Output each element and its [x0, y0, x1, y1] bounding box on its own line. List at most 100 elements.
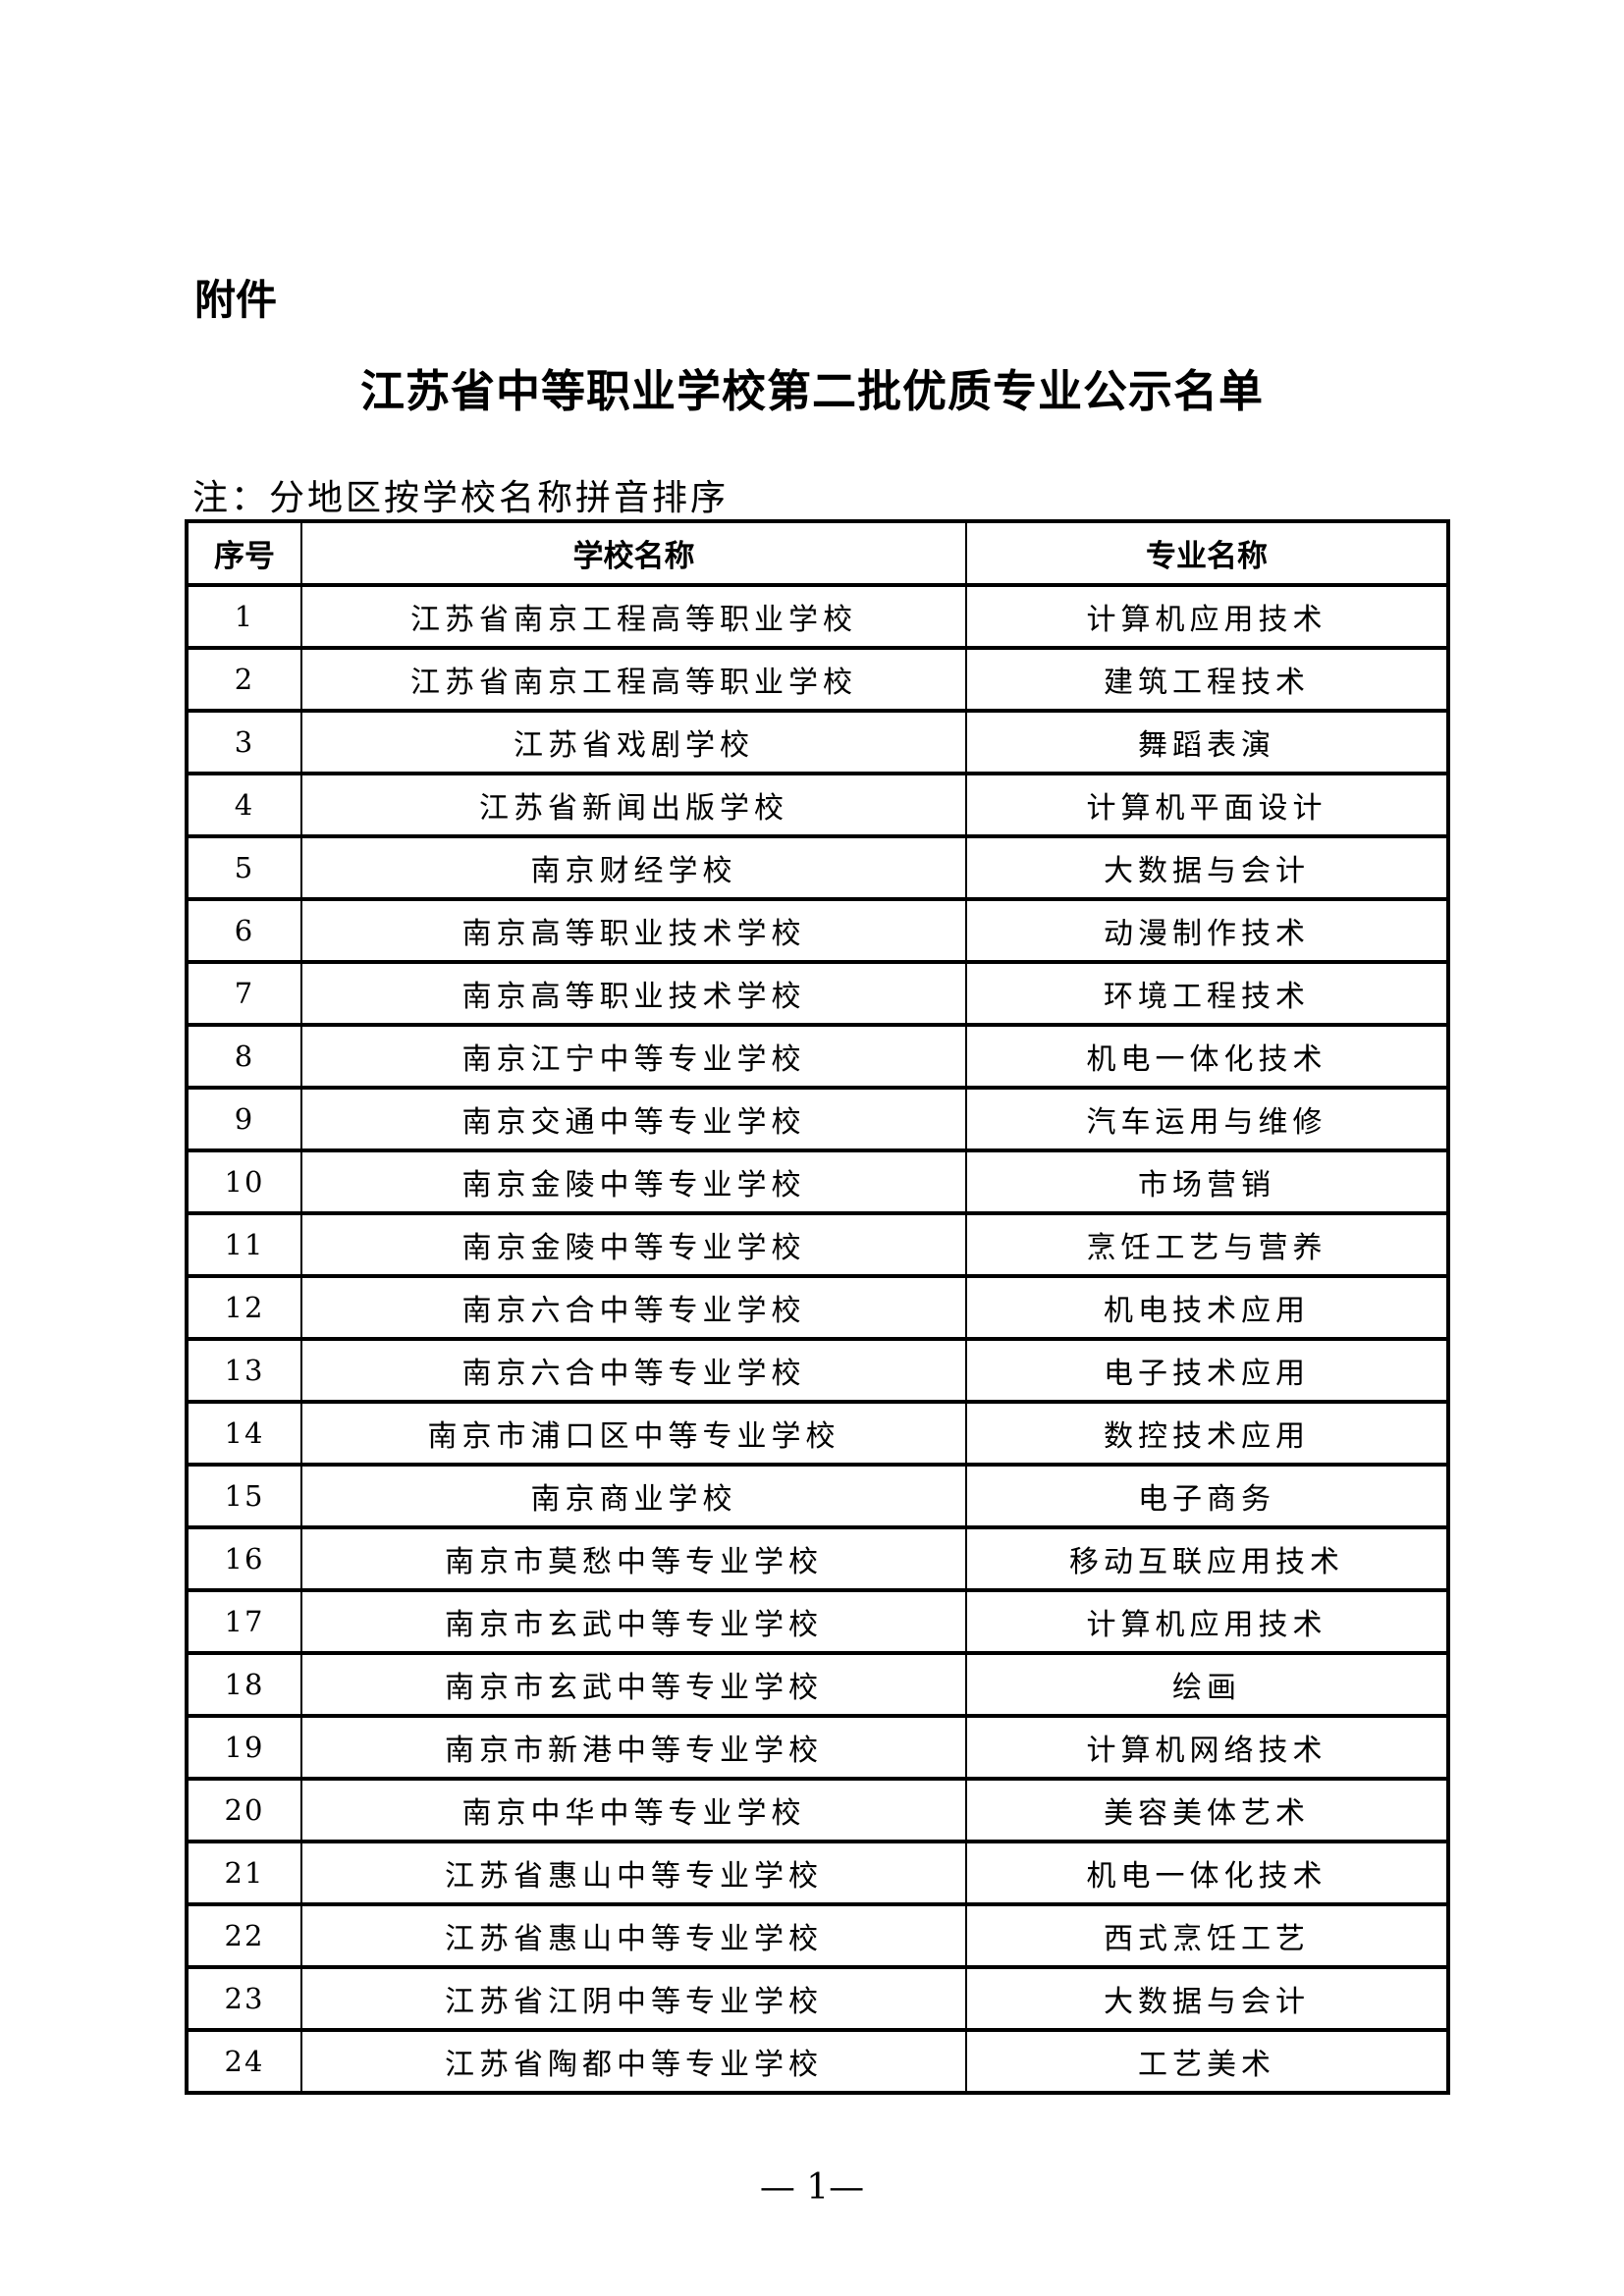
- major-name: 建筑工程技术: [965, 647, 1449, 712]
- header-major: 专业名称: [965, 520, 1449, 586]
- row-index: 7: [186, 961, 302, 1026]
- row-index: 16: [186, 1526, 302, 1591]
- school-name: 江苏省戏剧学校: [300, 710, 967, 774]
- sort-note: 注：分地区按学校名称拼音排序: [192, 478, 730, 518]
- major-name: 计算机应用技术: [965, 1589, 1449, 1654]
- school-name: 南京高等职业技术学校: [300, 898, 967, 963]
- school-name: 南京市玄武中等专业学校: [300, 1589, 967, 1654]
- table-row: 7 南京高等职业技术学校 环境工程技术: [186, 961, 1449, 1026]
- table-row: 17 南京市玄武中等专业学校 计算机应用技术: [186, 1589, 1449, 1654]
- major-name: 大数据与会计: [965, 835, 1449, 900]
- school-name: 南京市玄武中等专业学校: [300, 1652, 967, 1717]
- table-row: 13 南京六合中等专业学校 电子技术应用: [186, 1338, 1449, 1403]
- row-index: 19: [186, 1715, 302, 1780]
- major-name: 美容美体艺术: [965, 1778, 1449, 1842]
- table-row: 14 南京市浦口区中等专业学校 数控技术应用: [186, 1401, 1449, 1466]
- school-name: 江苏省新闻出版学校: [300, 773, 967, 837]
- major-name: 环境工程技术: [965, 961, 1449, 1026]
- table-row: 18 南京市玄武中等专业学校 绘画: [186, 1652, 1449, 1717]
- major-name: 移动互联应用技术: [965, 1526, 1449, 1591]
- row-index: 6: [186, 898, 302, 963]
- major-name: 大数据与会计: [965, 1966, 1449, 2031]
- school-name: 江苏省江阴中等专业学校: [300, 1966, 967, 2031]
- school-name: 南京交通中等专业学校: [300, 1087, 967, 1151]
- school-name: 南京市莫愁中等专业学校: [300, 1526, 967, 1591]
- school-name: 南京商业学校: [300, 1464, 967, 1528]
- row-index: 14: [186, 1401, 302, 1466]
- school-name: 南京金陵中等专业学校: [300, 1149, 967, 1214]
- row-index: 20: [186, 1778, 302, 1842]
- school-name: 南京六合中等专业学校: [300, 1338, 967, 1403]
- table-row: 9 南京交通中等专业学校 汽车运用与维修: [186, 1087, 1449, 1151]
- row-index: 12: [186, 1275, 302, 1340]
- table-row: 21 江苏省惠山中等专业学校 机电一体化技术: [186, 1841, 1449, 1905]
- row-index: 15: [186, 1464, 302, 1528]
- row-index: 1: [186, 584, 302, 649]
- row-index: 3: [186, 710, 302, 774]
- school-name: 江苏省南京工程高等职业学校: [300, 584, 967, 649]
- page-number: — 1—: [759, 2167, 865, 2208]
- school-name: 南京市浦口区中等专业学校: [300, 1401, 967, 1466]
- row-index: 5: [186, 835, 302, 900]
- table-row: 12 南京六合中等专业学校 机电技术应用: [186, 1275, 1449, 1340]
- major-name: 动漫制作技术: [965, 898, 1449, 963]
- table-row: 6 南京高等职业技术学校 动漫制作技术: [186, 898, 1449, 963]
- school-name: 南京金陵中等专业学校: [300, 1212, 967, 1277]
- row-index: 2: [186, 647, 302, 712]
- row-index: 22: [186, 1903, 302, 1968]
- table-row: 20 南京中华中等专业学校 美容美体艺术: [186, 1778, 1449, 1842]
- table-row: 11 南京金陵中等专业学校 烹饪工艺与营养: [186, 1212, 1449, 1277]
- major-name: 绘画: [965, 1652, 1449, 1717]
- row-index: 23: [186, 1966, 302, 2031]
- major-name: 舞蹈表演: [965, 710, 1449, 774]
- table-row: 22 江苏省惠山中等专业学校 西式烹饪工艺: [186, 1903, 1449, 1968]
- school-name: 南京市新港中等专业学校: [300, 1715, 967, 1780]
- major-name: 西式烹饪工艺: [965, 1903, 1449, 1968]
- attachment-label: 附件: [194, 276, 278, 324]
- major-name: 汽车运用与维修: [965, 1087, 1449, 1151]
- table-row: 4 江苏省新闻出版学校 计算机平面设计: [186, 773, 1449, 837]
- major-name: 电子技术应用: [965, 1338, 1449, 1403]
- table-row: 15 南京商业学校 电子商务: [186, 1464, 1449, 1528]
- table-row: 1 江苏省南京工程高等职业学校 计算机应用技术: [186, 584, 1449, 649]
- row-index: 17: [186, 1589, 302, 1654]
- table-row: 23 江苏省江阴中等专业学校 大数据与会计: [186, 1966, 1449, 2031]
- major-name: 机电一体化技术: [965, 1024, 1449, 1089]
- major-name: 机电技术应用: [965, 1275, 1449, 1340]
- table-row: 2 江苏省南京工程高等职业学校 建筑工程技术: [186, 647, 1449, 712]
- major-name: 计算机网络技术: [965, 1715, 1449, 1780]
- major-name: 烹饪工艺与营养: [965, 1212, 1449, 1277]
- major-name: 计算机应用技术: [965, 584, 1449, 649]
- major-name: 计算机平面设计: [965, 773, 1449, 837]
- table-row: 8 南京江宁中等专业学校 机电一体化技术: [186, 1024, 1449, 1089]
- school-name: 南京财经学校: [300, 835, 967, 900]
- major-name: 工艺美术: [965, 2029, 1449, 2094]
- table-row: 5 南京财经学校 大数据与会计: [186, 835, 1449, 900]
- table-row: 10 南京金陵中等专业学校 市场营销: [186, 1149, 1449, 1214]
- table-row: 19 南京市新港中等专业学校 计算机网络技术: [186, 1715, 1449, 1780]
- table-row: 3 江苏省戏剧学校 舞蹈表演: [186, 710, 1449, 774]
- school-name: 南京高等职业技术学校: [300, 961, 967, 1026]
- row-index: 21: [186, 1841, 302, 1905]
- document-title: 江苏省中等职业学校第二批优质专业公示名单: [359, 365, 1264, 417]
- table-row: 16 南京市莫愁中等专业学校 移动互联应用技术: [186, 1526, 1449, 1591]
- header-index: 序号: [186, 520, 302, 586]
- row-index: 8: [186, 1024, 302, 1089]
- table-header-row: 序号 学校名称 专业名称: [186, 520, 1449, 586]
- row-index: 4: [186, 773, 302, 837]
- major-name: 市场营销: [965, 1149, 1449, 1214]
- school-name: 江苏省惠山中等专业学校: [300, 1841, 967, 1905]
- row-index: 18: [186, 1652, 302, 1717]
- table-row: 24 江苏省陶都中等专业学校 工艺美术: [186, 2029, 1449, 2094]
- school-name: 江苏省陶都中等专业学校: [300, 2029, 967, 2094]
- header-school: 学校名称: [300, 520, 967, 586]
- row-index: 13: [186, 1338, 302, 1403]
- school-name: 江苏省惠山中等专业学校: [300, 1903, 967, 1968]
- school-name: 南京江宁中等专业学校: [300, 1024, 967, 1089]
- row-index: 10: [186, 1149, 302, 1214]
- major-name: 数控技术应用: [965, 1401, 1449, 1466]
- school-name: 南京中华中等专业学校: [300, 1778, 967, 1842]
- row-index: 24: [186, 2029, 302, 2094]
- major-name: 机电一体化技术: [965, 1841, 1449, 1905]
- row-index: 11: [186, 1212, 302, 1277]
